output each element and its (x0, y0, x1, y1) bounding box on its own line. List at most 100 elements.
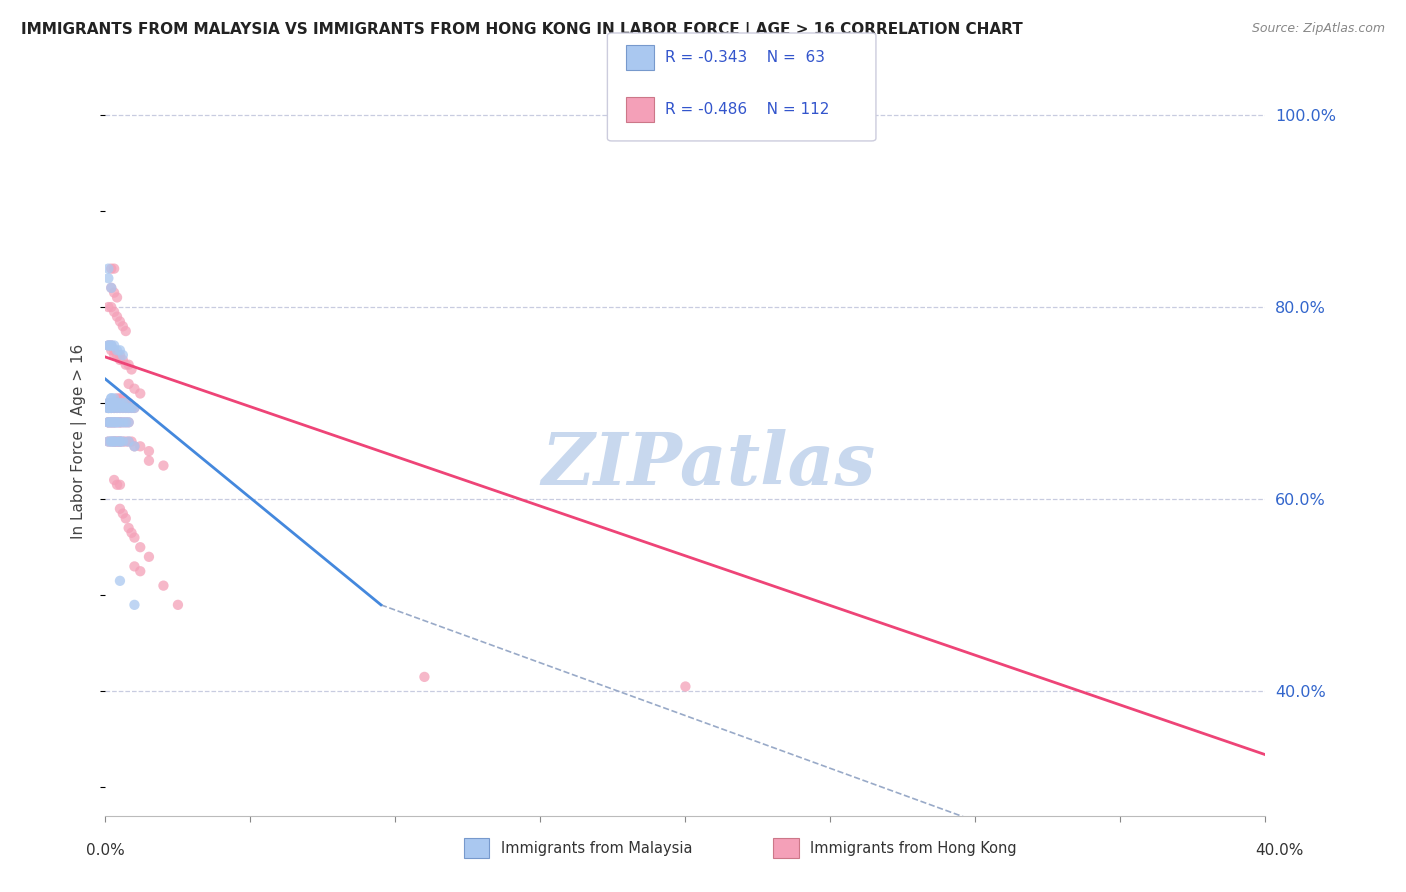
Point (105, 401, 128, 415)
Point (100, 396, 122, 410)
Point (97, 396, 120, 410)
Point (114, 396, 136, 410)
Point (97, 401, 120, 415)
Point (100, 401, 122, 415)
Point (114, 396, 136, 410)
Point (100, 338, 122, 352)
Point (103, 392, 125, 406)
Point (111, 319, 134, 334)
Point (108, 415, 131, 429)
Point (111, 415, 134, 429)
Point (108, 396, 131, 410)
Point (97, 261, 120, 276)
Point (129, 564, 152, 578)
Point (97, 338, 120, 352)
Point (167, 598, 190, 612)
Point (97, 401, 120, 415)
Point (105, 348, 128, 362)
Point (97, 338, 120, 352)
Point (103, 396, 125, 410)
Point (111, 434, 134, 449)
Point (100, 415, 122, 429)
Point (97, 271, 120, 285)
Point (97, 401, 120, 415)
Point (129, 386, 152, 401)
Point (118, 396, 141, 410)
Point (105, 310, 128, 324)
Point (103, 434, 125, 449)
Point (108, 401, 131, 415)
Point (97, 434, 120, 449)
Point (105, 415, 128, 429)
Point (97, 415, 120, 429)
Point (97, 415, 120, 429)
Point (111, 401, 134, 415)
Point (100, 401, 122, 415)
Point (100, 434, 122, 449)
Point (97, 401, 120, 415)
Point (105, 396, 128, 410)
Point (105, 477, 128, 491)
Point (118, 521, 141, 535)
Point (103, 434, 125, 449)
Point (111, 507, 134, 521)
Point (108, 401, 131, 415)
Point (111, 396, 134, 410)
Point (121, 362, 143, 376)
Point (103, 396, 125, 410)
Point (108, 415, 131, 429)
Point (105, 415, 128, 429)
Point (111, 434, 134, 449)
Point (108, 434, 131, 449)
Point (105, 290, 128, 304)
Text: 40.0%: 40.0% (1256, 843, 1303, 858)
Point (103, 396, 125, 410)
Point (97, 396, 120, 410)
Point (114, 401, 136, 415)
Point (121, 401, 143, 415)
Point (118, 415, 141, 429)
Point (97, 300, 120, 314)
Point (118, 434, 141, 449)
Point (108, 434, 131, 449)
Point (124, 401, 146, 415)
Point (121, 434, 143, 449)
Text: R = -0.343    N =  63: R = -0.343 N = 63 (665, 50, 825, 64)
Text: R = -0.486    N = 112: R = -0.486 N = 112 (665, 103, 830, 117)
Point (103, 473, 125, 487)
Point (100, 396, 122, 410)
Point (100, 434, 122, 449)
Point (114, 401, 136, 415)
Point (111, 401, 134, 415)
Point (129, 540, 152, 554)
Point (100, 338, 122, 352)
Text: Immigrants from Malaysia: Immigrants from Malaysia (501, 841, 692, 855)
Point (105, 415, 128, 429)
Point (108, 348, 131, 362)
Point (100, 300, 122, 314)
Point (97, 415, 120, 429)
Point (97, 434, 120, 449)
Point (124, 382, 146, 396)
Point (121, 525, 143, 540)
Point (138, 444, 160, 458)
Point (100, 415, 122, 429)
Point (138, 549, 160, 564)
Point (97, 396, 120, 410)
Point (100, 434, 122, 449)
Point (103, 348, 125, 362)
Point (111, 348, 134, 362)
Point (103, 305, 125, 319)
Point (105, 396, 128, 410)
Point (152, 579, 174, 593)
Point (105, 434, 128, 449)
Point (100, 281, 122, 295)
Point (100, 396, 122, 410)
Point (114, 396, 136, 410)
Point (105, 396, 128, 410)
Point (118, 358, 141, 372)
Point (108, 396, 131, 410)
Point (118, 401, 141, 415)
Point (97, 415, 120, 429)
Point (100, 415, 122, 429)
